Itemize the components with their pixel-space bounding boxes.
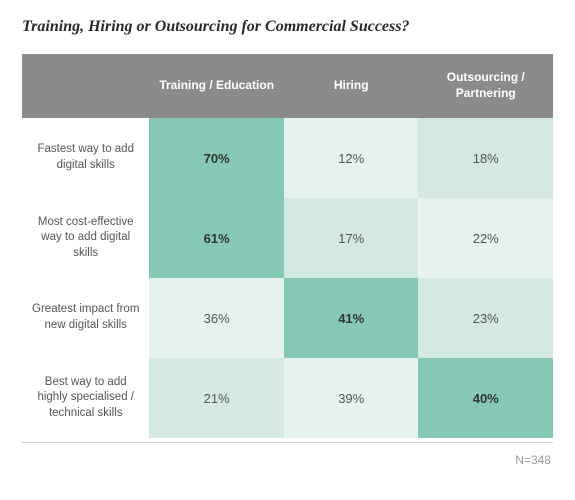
data-table: Training / Education Hiring Outsourcing … [22,54,553,438]
data-cell: 18% [418,118,553,198]
data-cell: 21% [149,358,284,438]
data-cell: 22% [418,198,553,278]
table-row: Greatest impact from new digital skills3… [22,278,553,358]
data-cell: 39% [284,358,419,438]
header-row: Training / Education Hiring Outsourcing … [22,54,553,118]
data-cell: 41% [284,278,419,358]
data-cell: 23% [418,278,553,358]
data-cell: 12% [284,118,419,198]
col-header-hiring: Hiring [284,54,419,118]
col-header-outsourcing: Outsourcing / Partnering [418,54,553,118]
table-body: Fastest way to add digital skills70%12%1… [22,118,553,438]
header-corner [22,54,149,118]
table-row: Fastest way to add digital skills70%12%1… [22,118,553,198]
data-cell: 17% [284,198,419,278]
table-row: Most cost-effective way to add digital s… [22,198,553,278]
chart-title: Training, Hiring or Outsourcing for Comm… [22,18,553,36]
table-row: Best way to add highly specialised / tec… [22,358,553,438]
data-cell: 40% [418,358,553,438]
row-label: Fastest way to add digital skills [22,118,149,198]
data-cell: 70% [149,118,284,198]
row-label: Best way to add highly specialised / tec… [22,358,149,438]
data-cell: 36% [149,278,284,358]
row-label: Greatest impact from new digital skills [22,278,149,358]
data-cell: 61% [149,198,284,278]
col-header-training: Training / Education [149,54,284,118]
footnote: N=348 [22,443,553,467]
row-label: Most cost-effective way to add digital s… [22,198,149,278]
